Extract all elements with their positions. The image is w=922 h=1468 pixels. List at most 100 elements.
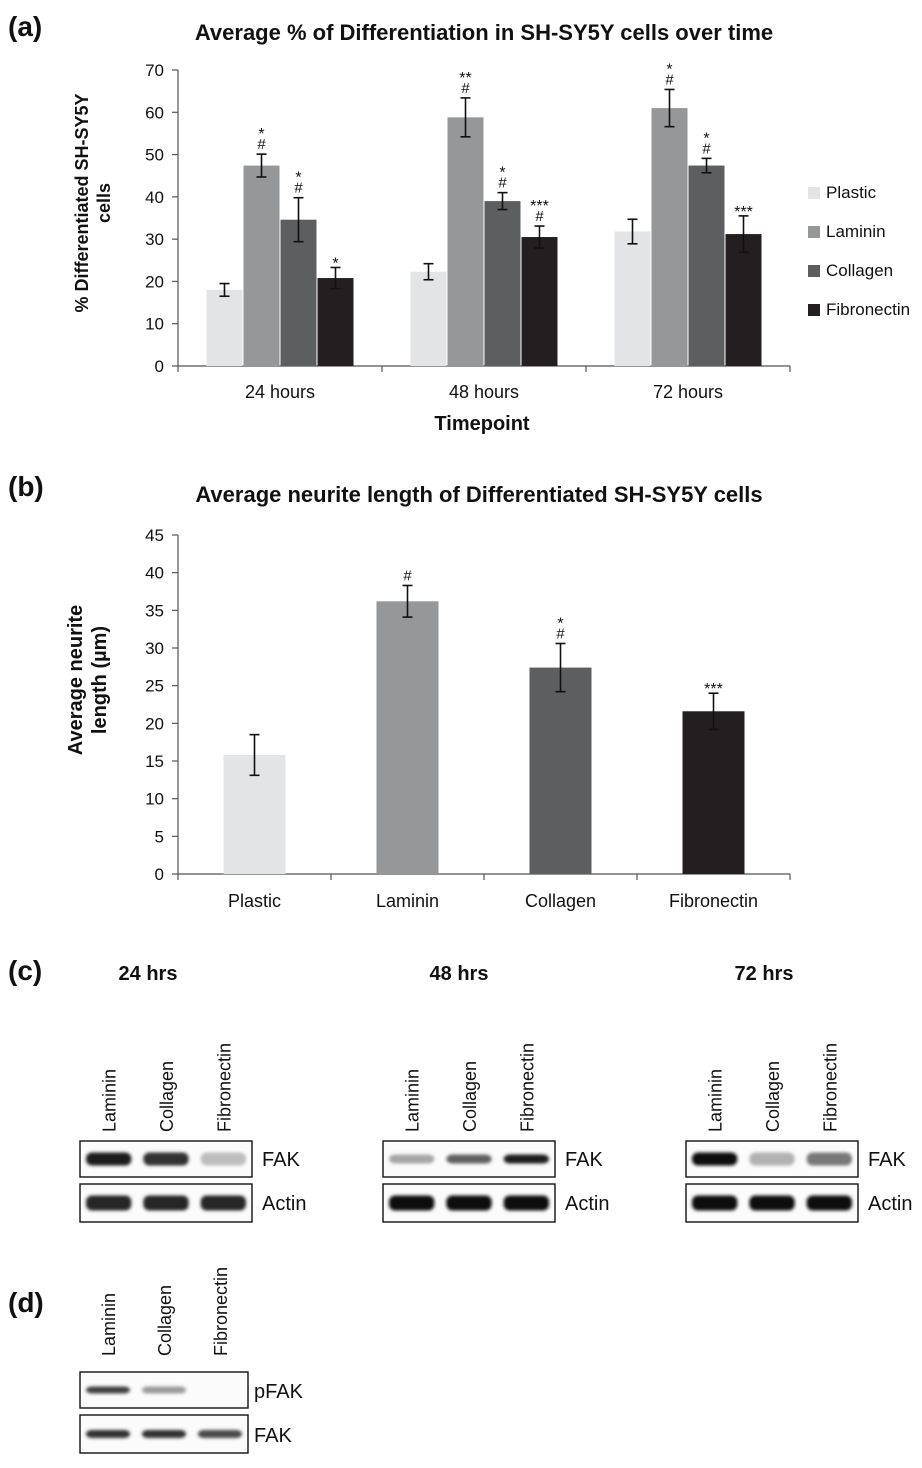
- panel-a-x-axis-title: Timepoint: [434, 413, 530, 435]
- blot-band: [389, 1195, 435, 1211]
- blot-band: [446, 1195, 492, 1211]
- blot-band: [86, 1195, 132, 1211]
- significance-marker: *: [666, 61, 672, 78]
- bar-laminin: [376, 601, 439, 874]
- bar-plastic: [206, 289, 243, 366]
- x-tick-label: 72 hours: [653, 382, 723, 402]
- y-tick-label: 70: [145, 61, 164, 80]
- blot-group: 72 hrs Laminin Collagen Fibronectin FAK Actin: [685, 963, 912, 1223]
- lane-label: Collagen: [763, 1061, 783, 1132]
- legend-swatch: [808, 187, 820, 199]
- panel-d-blots: Laminin Collagen Fibronectin pFAK FAK: [79, 1267, 304, 1454]
- y-tick-label: 30: [145, 639, 164, 658]
- panel-c: (c) 24 hrs Laminin Collagen Fibronectin FAK A…: [8, 955, 912, 1223]
- legend-swatch: [808, 226, 820, 238]
- blot-row-label: Actin: [262, 1193, 306, 1215]
- timepoint-label: 72 hrs: [735, 963, 794, 985]
- y-tick-label: 40: [145, 564, 164, 583]
- bar-collagen: [529, 667, 592, 874]
- bar-laminin: [447, 117, 484, 366]
- blot-band: [200, 1195, 246, 1211]
- significance-marker: #: [535, 208, 544, 225]
- y-tick-label: 15: [145, 752, 164, 771]
- lane-label: Fibronectin: [211, 1267, 231, 1356]
- lane-label: Fibronectin: [214, 1043, 234, 1132]
- blot-row-label: FAK: [868, 1149, 906, 1171]
- blot-row-label: Actin: [868, 1193, 912, 1215]
- significance-marker: *: [703, 130, 709, 147]
- legend-swatch: [808, 265, 820, 277]
- bar-fibronectin: [682, 711, 745, 874]
- panel-a-label: (a): [8, 11, 42, 42]
- y-tick-label: 35: [145, 601, 164, 620]
- blot-band: [806, 1152, 852, 1166]
- legend-label: Plastic: [826, 183, 877, 202]
- significance-marker: *: [332, 255, 338, 272]
- significance-marker: *: [557, 615, 563, 632]
- panel-c-label: (c): [8, 955, 42, 986]
- blot-band: [503, 1154, 549, 1164]
- lane-label: Laminin: [706, 1069, 726, 1132]
- x-tick-label: Plastic: [228, 891, 281, 911]
- legend-label: Collagen: [826, 261, 893, 280]
- blot-band: [503, 1195, 549, 1211]
- actin-blot: [685, 1183, 859, 1223]
- panel-a-ylabel-line1: % Differentiated SH-SY5Y: [72, 93, 92, 312]
- blot-row-label: FAK: [262, 1149, 300, 1171]
- blot-band: [142, 1386, 186, 1394]
- x-tick-label: Collagen: [525, 891, 596, 911]
- legend-swatch: [808, 304, 820, 316]
- legend-label: Laminin: [826, 222, 886, 241]
- significance-marker: **: [459, 70, 471, 87]
- significance-marker: #: [257, 136, 266, 153]
- blot-band: [446, 1154, 492, 1164]
- y-tick-label: 10: [145, 315, 164, 334]
- y-tick-label: 30: [145, 230, 164, 249]
- panel-b-title: Average neurite length of Differentiated…: [195, 482, 762, 507]
- y-tick-label: 20: [145, 272, 164, 291]
- fak-blot: [79, 1414, 249, 1454]
- blot-group: 48 hrs Laminin Collagen Fibronectin FAK Actin: [382, 963, 609, 1223]
- significance-marker: #: [556, 625, 565, 642]
- significance-marker: #: [665, 71, 674, 88]
- bar-laminin: [243, 165, 280, 366]
- lane-label: Collagen: [157, 1061, 177, 1132]
- y-tick-label: 60: [145, 103, 164, 122]
- panel-b-y-axis-title: Average neurite length (µm): [65, 605, 111, 755]
- blot-band: [86, 1430, 130, 1438]
- blot-row-label: FAK: [254, 1425, 292, 1447]
- bar-fibronectin: [725, 234, 762, 366]
- lane-label: Laminin: [99, 1293, 119, 1356]
- y-tick-label: 0: [155, 865, 164, 884]
- timepoint-label: 48 hrs: [430, 963, 489, 985]
- blot-band: [198, 1430, 242, 1438]
- lane-label: Laminin: [403, 1069, 423, 1132]
- bar-fibronectin: [521, 237, 558, 366]
- bar-collagen: [688, 165, 725, 366]
- legend-label: Fibronectin: [826, 300, 910, 319]
- panel-a-axes: 0 10 20 30 40 50 60 70 24 hours 48 hours 72 hours: [145, 61, 791, 402]
- blot-band: [389, 1154, 435, 1164]
- panel-d: (d) Laminin Collagen Fibronectin pFAK FAK: [8, 1267, 304, 1454]
- blot-band: [86, 1386, 130, 1394]
- significance-marker: *: [295, 170, 301, 187]
- lane-label: Collagen: [460, 1061, 480, 1132]
- y-tick-label: 50: [145, 146, 164, 165]
- panel-a-bars: #*#** #*#* #*#**#*** ***: [206, 61, 762, 367]
- fak-blot: [382, 1140, 556, 1178]
- significance-marker: #: [498, 175, 507, 192]
- pfak-blot: [79, 1371, 249, 1409]
- significance-marker: #: [461, 80, 470, 97]
- lane-label: Collagen: [155, 1285, 175, 1356]
- panel-a: (a) Average % of Differentiation in SH-S…: [8, 11, 910, 435]
- bar-collagen: [484, 201, 521, 366]
- x-tick-label: Laminin: [376, 891, 439, 911]
- panel-a-ylabel-line2: cells: [94, 183, 114, 223]
- significance-marker: *: [499, 165, 505, 182]
- panel-b-ylabel-line2: length (µm): [89, 626, 111, 734]
- blot-band: [86, 1152, 132, 1166]
- blot-group: Laminin Collagen Fibronectin pFAK FAK: [79, 1267, 304, 1454]
- blot-band: [143, 1195, 189, 1211]
- panel-a-legend: Plastic Laminin Collagen Fibronectin: [808, 183, 910, 319]
